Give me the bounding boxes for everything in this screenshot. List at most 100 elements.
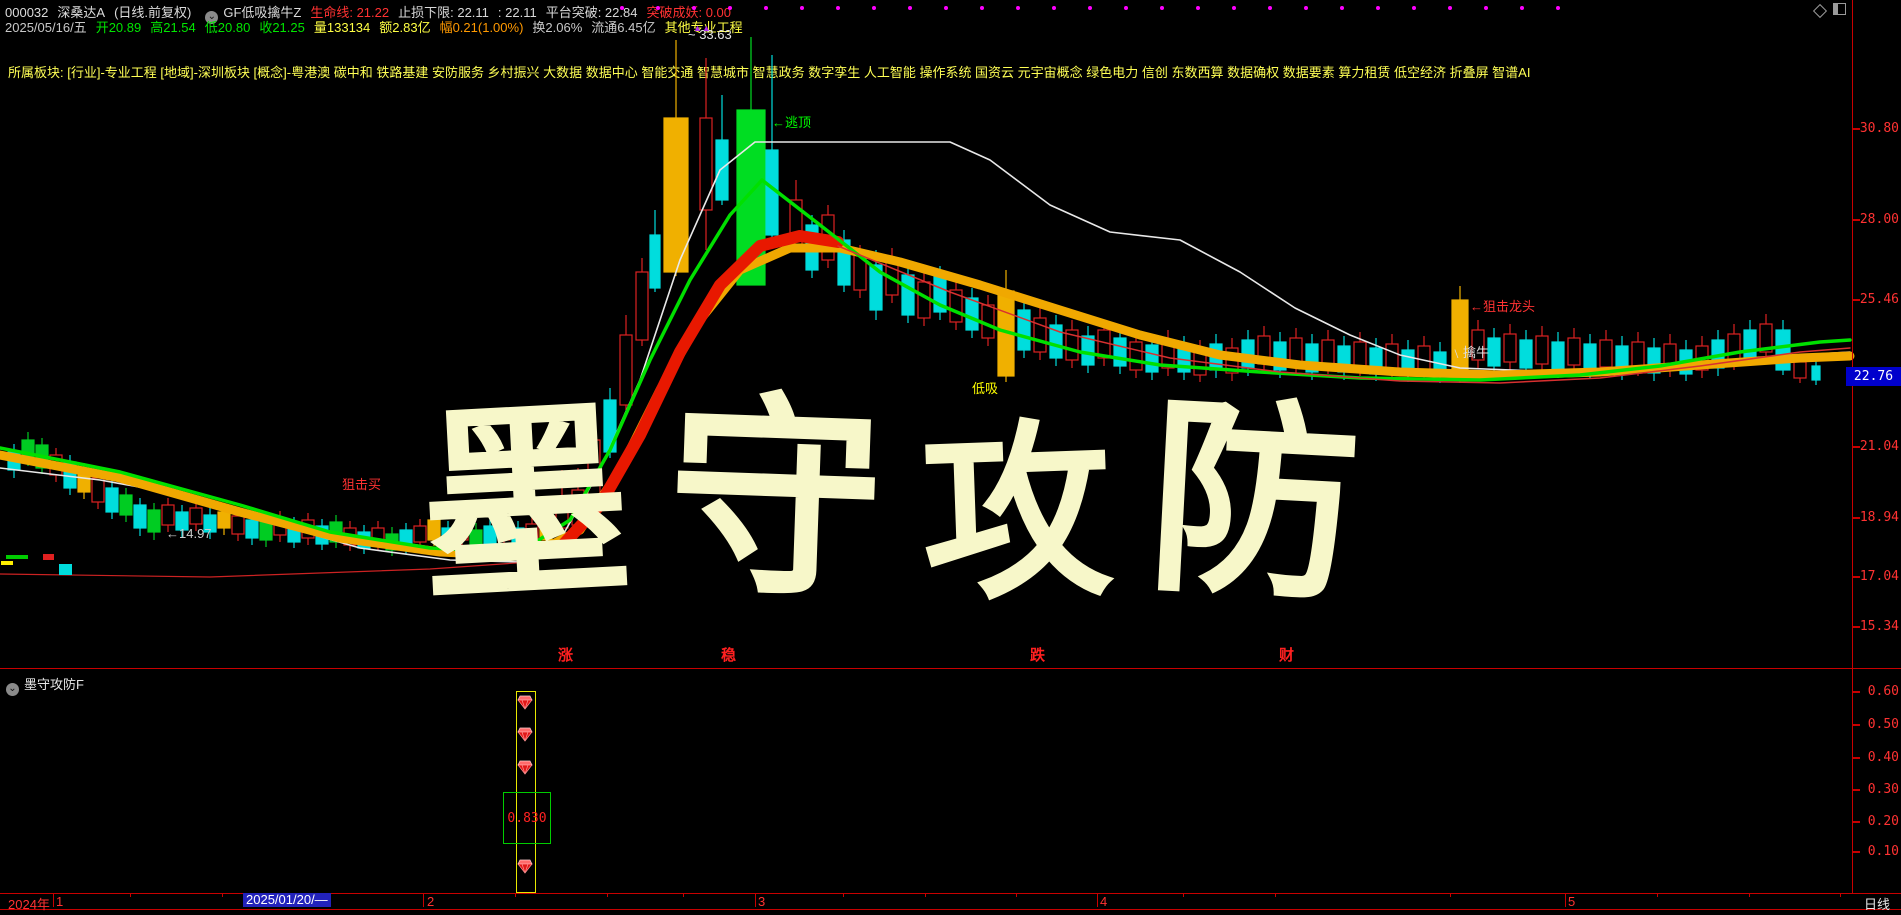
timeline-separator (423, 894, 424, 907)
candle-body (469, 529, 483, 549)
candle-body (1471, 329, 1485, 361)
candle-body (1321, 339, 1335, 367)
timeline-label[interactable]: 4 (1100, 894, 1108, 909)
signal-dot (1556, 6, 1560, 10)
quote-field: 低20.80 (204, 20, 251, 35)
candle-body (105, 487, 119, 513)
timeline-label[interactable]: 2024年 (8, 897, 50, 912)
gem-icon (517, 695, 533, 713)
candle-body (1793, 361, 1807, 379)
indicator-field: 突破成妖: 0.00 (646, 5, 731, 20)
panel-divider-line[interactable] (0, 668, 1901, 669)
candle-body (1113, 337, 1127, 367)
collapse-chevron-icon[interactable]: ⌄ (205, 11, 219, 24)
timeline-tick (683, 893, 684, 897)
quote-date: 2025/05/16/五 (5, 20, 87, 35)
chart-annotation: ﹨擒牛 (1450, 345, 1490, 360)
stock-name: 深桑达A (57, 5, 106, 20)
selected-date-cell[interactable]: 2025/01/20/— (243, 893, 331, 907)
candle-body (1519, 339, 1533, 369)
indicator-fields: 生命线: 21.22 止损下限: 22.11: 22.11 平台突破: 22.84 突… (310, 5, 740, 20)
signal-dot (1160, 6, 1164, 10)
timeline-tick (1749, 893, 1750, 897)
quote-field: 换2.06% (532, 20, 583, 35)
signal-mark (6, 555, 28, 559)
candle-body (901, 274, 915, 316)
period-indicator[interactable]: 日线 (1864, 897, 1891, 912)
sector-breadcrumb[interactable]: 所属板块: [行业]-专业工程 [地域]-深圳板块 [概念]-粤港澳 碳中和 铁… (8, 65, 1531, 80)
collapse-chevron-icon[interactable]: ⌄ (6, 683, 19, 696)
quote-field: 开20.89 (95, 20, 142, 35)
header-row-2: 2025/05/16/五 开20.89 高21.54 低20.80 收21.25 量133… (5, 17, 752, 36)
axis-vertical-line (1852, 0, 1853, 908)
signal-dot (1340, 6, 1344, 10)
signal-dot (1376, 6, 1380, 10)
candle-body (1017, 309, 1031, 351)
signal-dot (980, 6, 984, 10)
red-band-line (554, 230, 844, 554)
diamond-icon[interactable] (1812, 3, 1828, 19)
header-row-1: 000032 深桑达A (日线.前复权) ⌄ GF低吸擒牛Z 生命线: 21.22 止损下限… (5, 2, 740, 24)
timeline-tick (130, 893, 131, 897)
axis-tick (1852, 576, 1860, 578)
timeline-label[interactable]: 2 (427, 894, 435, 909)
signal-mark (59, 564, 72, 575)
timeline-bar[interactable] (0, 893, 1901, 910)
signal-dot (1520, 6, 1524, 10)
candle-body (203, 514, 217, 533)
candle-body (427, 519, 441, 541)
panel-layout-icon[interactable] (1833, 3, 1846, 15)
last-price-badge: 22.76 (1846, 367, 1901, 386)
timeline-label[interactable]: 5 (1568, 894, 1576, 909)
chart-annotation: ▲▲ (693, 23, 711, 33)
indicator-value-box: 0.830 (503, 792, 551, 844)
signal-dot (692, 6, 696, 10)
price-axis-label: 18.94 (1859, 510, 1899, 525)
timeline-tick (925, 893, 926, 897)
candle-body (699, 117, 713, 211)
candle-body (1551, 341, 1565, 371)
white-ma-line (0, 141, 1851, 563)
candle-body (869, 264, 883, 311)
axis-tick (1852, 851, 1860, 853)
signal-dot (1088, 6, 1092, 10)
candle-body (1631, 341, 1645, 369)
watermark-char: 攻 (918, 400, 1116, 629)
price-axis-label: 21.04 (1859, 439, 1899, 454)
candle-body (511, 527, 525, 547)
candle-body (1503, 333, 1517, 363)
candle-body (1599, 339, 1613, 368)
timeline-tick (1183, 893, 1184, 897)
axis-tick (1852, 691, 1860, 693)
candle-body (1385, 343, 1399, 371)
axis-tick (1852, 446, 1860, 448)
quote-field: 其他专业工程 (664, 20, 743, 35)
timeline-label[interactable]: 3 (758, 894, 766, 909)
candle-body (231, 515, 245, 535)
indicator-field: : 22.11 (497, 5, 537, 20)
signal-dot (836, 6, 840, 10)
signal-dot (728, 6, 732, 10)
timeline-separator (1565, 894, 1566, 907)
axis-tick (1852, 757, 1860, 759)
price-axis-label: 0.20 (1867, 814, 1899, 829)
candle-body (619, 334, 633, 406)
candle-body (1743, 329, 1757, 359)
candle-body (965, 297, 979, 331)
candle-body (1727, 333, 1741, 363)
chart-annotation: ~ 33.63 (688, 27, 732, 42)
axis-tick (1852, 128, 1860, 130)
signal-dot (764, 6, 768, 10)
candle-body (1145, 344, 1159, 373)
signal-dot (1124, 6, 1128, 10)
signal-mark (1, 561, 13, 565)
signal-dot (1304, 6, 1308, 10)
candle-body (441, 527, 455, 547)
candle-body (175, 511, 189, 531)
candle-body (1759, 323, 1773, 353)
timeline-label[interactable]: 1 (56, 894, 64, 909)
price-axis-label: 0.60 (1867, 684, 1899, 699)
chart-annotation: ←狙击龙头 (1470, 299, 1536, 314)
quote-fields: 开20.89 高21.54 低20.80 收21.25 量133134 额2.83亿 幅0.… (96, 20, 752, 35)
